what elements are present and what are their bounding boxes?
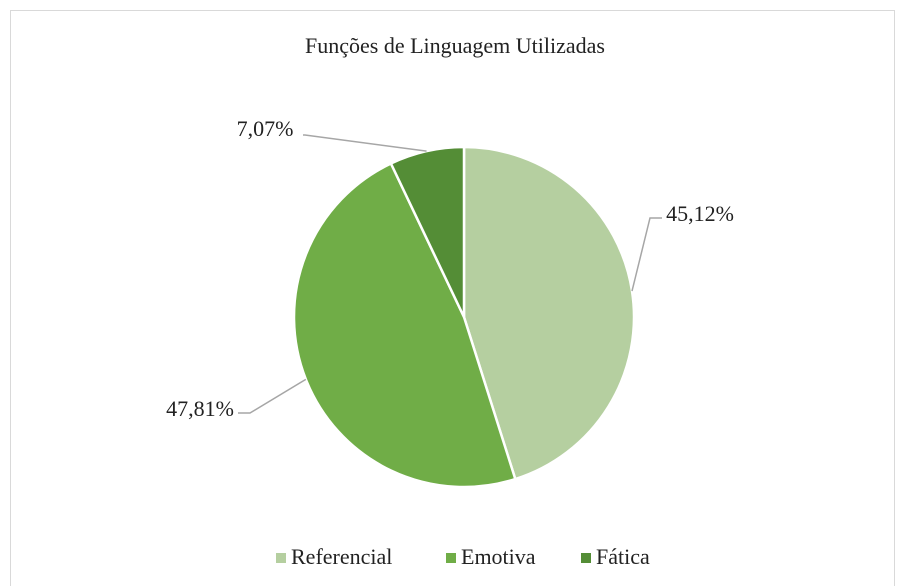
chart-title: Funções de Linguagem Utilizadas <box>305 33 605 58</box>
legend-swatch <box>446 553 456 563</box>
legend-label: Emotiva <box>461 544 536 569</box>
pie-slice <box>292 161 517 489</box>
leader-line <box>238 378 307 414</box>
legend-label: Referencial <box>291 544 392 569</box>
data-label: 45,12% <box>666 201 734 226</box>
legend-swatch <box>581 553 591 563</box>
pie-slice <box>389 145 466 318</box>
legend-swatch <box>276 553 286 563</box>
pie-slice <box>462 145 636 481</box>
leader-line <box>631 217 662 292</box>
data-label: 7,07% <box>237 116 294 141</box>
legend-label: Fática <box>596 544 650 569</box>
data-label: 47,81% <box>166 396 234 421</box>
leader-line <box>303 134 427 152</box>
